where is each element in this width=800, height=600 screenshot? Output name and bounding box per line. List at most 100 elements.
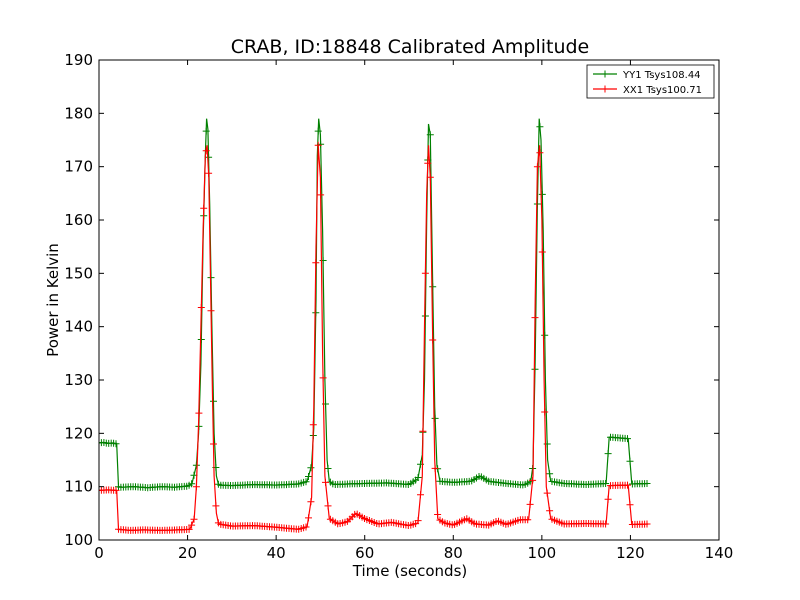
y-tick-label: 170: [64, 158, 93, 176]
data-point-2: [200, 204, 208, 212]
data-point-2: [322, 478, 329, 486]
y-tick-label: 160: [64, 211, 93, 229]
y-tick-label: 190: [64, 51, 93, 69]
data-point-2: [195, 409, 203, 417]
data-point-2: [112, 486, 120, 494]
x-tick-label: 100: [528, 544, 557, 562]
chart-title: CRAB, ID:18848 Calibrated Amplitude: [231, 36, 590, 58]
data-point-1: [210, 397, 217, 405]
data-point-1: [421, 312, 429, 320]
data-point-1: [112, 440, 120, 448]
y-tick-label: 130: [64, 371, 93, 389]
data-point-1: [305, 473, 312, 480]
x-tick-label: 120: [616, 544, 645, 562]
data-point-2: [524, 516, 532, 524]
data-point-2: [626, 501, 634, 509]
data-point-1: [188, 480, 196, 488]
data-point-1: [205, 153, 213, 161]
legend-label-1: YY1 Tsys108.44: [622, 70, 701, 81]
data-point-2: [526, 500, 534, 508]
data-point-2: [324, 502, 332, 510]
data-point-2: [197, 304, 205, 311]
data-point-2: [212, 502, 220, 510]
data-point-2: [309, 421, 317, 429]
x-tick-label: 80: [444, 544, 463, 562]
data-point-2: [188, 521, 196, 529]
data-point-2: [307, 498, 315, 506]
data-point-2: [421, 269, 429, 277]
data-point-2: [317, 191, 325, 199]
x-tick-label: 0: [94, 544, 104, 562]
data-point-2: [529, 476, 537, 484]
y-tick-label: 140: [64, 318, 93, 336]
x-tick-label: 140: [705, 544, 734, 562]
data-point-1: [312, 309, 320, 317]
data-point-1: [302, 478, 310, 486]
y-tick-label: 110: [64, 478, 93, 496]
legend: YY1 Tsys108.44 XX1 Tsys100.71: [586, 64, 715, 99]
legend-box: [586, 64, 715, 99]
data-point-2: [602, 520, 610, 528]
data-point-2: [434, 511, 442, 518]
x-tick-label: 40: [267, 544, 286, 562]
legend-marker-2: [601, 85, 609, 93]
y-tick-label: 100: [64, 531, 93, 549]
y-tick-label: 150: [64, 264, 93, 282]
data-point-1: [197, 336, 205, 343]
data-point-1: [314, 127, 322, 135]
data-point-2: [426, 173, 434, 181]
axes-frame: [98, 59, 720, 541]
data-point-2: [207, 307, 215, 315]
data-point-2: [314, 141, 322, 149]
series-2: [99, 141, 651, 534]
data-point-2: [531, 314, 539, 322]
data-point-2: [431, 464, 439, 472]
data-point-2: [536, 149, 544, 157]
data-point-1: [602, 480, 610, 487]
y-tick-label: 180: [64, 104, 93, 122]
data-point-2: [533, 163, 541, 171]
data-point-2: [319, 374, 327, 382]
series-markers-2: [99, 141, 651, 534]
data-point-1: [541, 331, 549, 339]
axes: [98, 59, 720, 541]
data-point-2: [192, 483, 200, 491]
legend-marker-1: [601, 70, 609, 78]
data-point-2: [185, 525, 193, 533]
data-point-2: [624, 481, 631, 489]
data-point-2: [190, 515, 198, 523]
data-point-1: [192, 461, 200, 469]
data-point-2: [538, 248, 546, 256]
data-point-1: [324, 465, 332, 472]
data-point-1: [531, 365, 539, 373]
data-point-2: [312, 259, 320, 267]
series-line-2: [99, 145, 649, 532]
data-point-2: [546, 507, 554, 515]
x-tick-label: 20: [178, 544, 197, 562]
y-axis-label: Power in Kelvin: [44, 243, 62, 357]
data-point-1: [643, 480, 651, 487]
tick-marks: [98, 59, 720, 541]
data-point-2: [429, 336, 437, 344]
series-markers-1: [99, 123, 651, 492]
legend-label-2: XX1 Tsys100.71: [623, 85, 702, 96]
data-point-2: [543, 489, 551, 497]
data-point-1: [319, 257, 327, 264]
x-tick-labels: 0 20 40 60 80 100 120 140: [94, 544, 733, 562]
data-point-1: [626, 457, 634, 465]
data-point-2: [414, 517, 422, 525]
data-point-2: [205, 169, 213, 177]
data-point-1: [546, 470, 554, 478]
data-point-1: [202, 127, 210, 135]
x-axis-label: Time (seconds): [352, 562, 468, 580]
data-point-2: [417, 491, 424, 499]
data-point-1: [426, 131, 434, 139]
data-point-2: [419, 427, 427, 435]
data-point-1: [431, 414, 439, 422]
data-point-2: [302, 523, 310, 531]
data-point-1: [429, 283, 437, 291]
data-point-2: [643, 520, 651, 528]
data-point-1: [604, 450, 612, 458]
